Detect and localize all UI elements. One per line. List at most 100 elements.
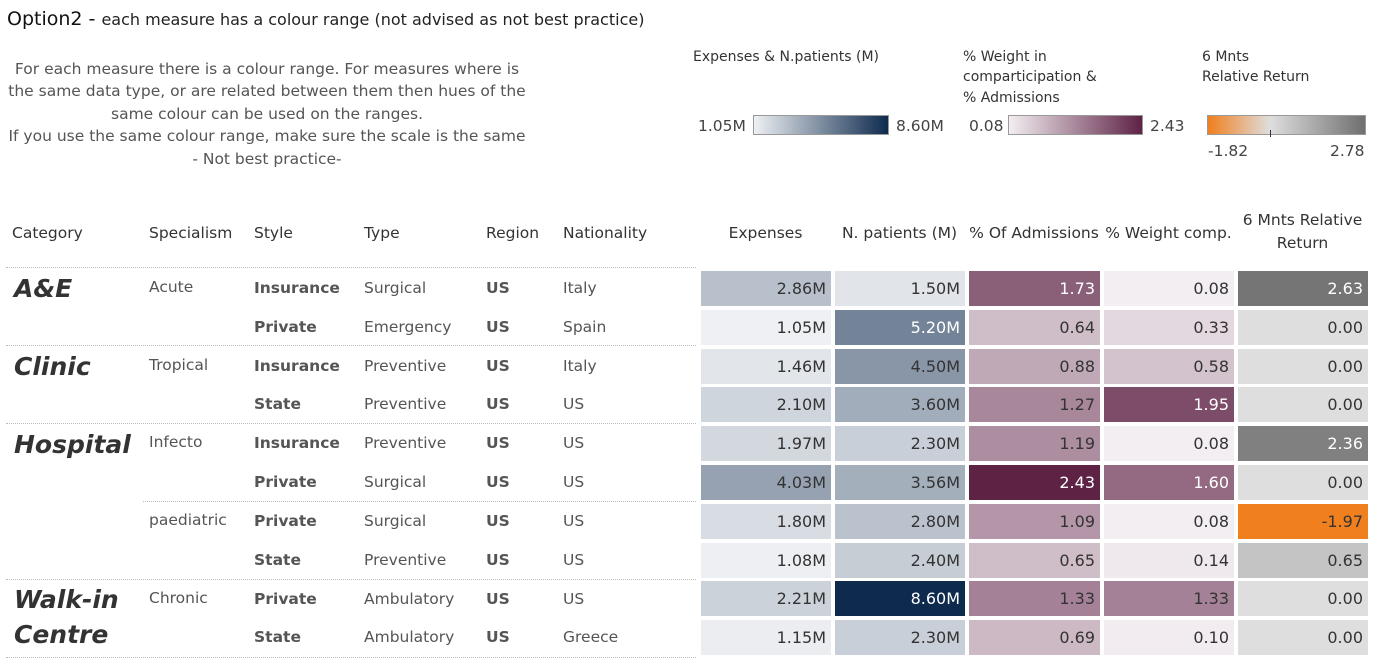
type-cell: Surgical	[364, 279, 427, 297]
expenses-cell: 2.10M	[701, 387, 831, 422]
nationality-cell: US	[563, 512, 585, 530]
specialism-label: Tropical	[149, 356, 209, 374]
header-specialism: Specialism	[149, 224, 233, 242]
weight-cell: 1.33	[1104, 581, 1234, 616]
style-cell: State	[254, 628, 301, 646]
style-cell: Insurance	[254, 357, 340, 375]
header-weight: % Weight comp.	[1105, 224, 1232, 242]
legend-purple-max: 2.43	[1150, 117, 1185, 135]
category-label: Walk-in	[14, 585, 119, 614]
header-nationality: Nationality	[563, 224, 648, 242]
return-cell: 2.63	[1238, 271, 1368, 306]
expenses-cell: 2.86M	[701, 271, 831, 306]
nationality-cell: US	[563, 434, 585, 452]
row-separator	[6, 267, 696, 268]
specialism-label: Chronic	[149, 589, 208, 607]
note-line-2: the same data type, or are related betwe…	[8, 82, 526, 100]
type-cell: Surgical	[364, 473, 427, 491]
legend-purple-title-2: comparticipation &	[963, 69, 1097, 85]
return-cell: 0.00	[1238, 349, 1368, 384]
region-cell: US	[486, 318, 510, 336]
patients-cell: 2.30M	[835, 620, 965, 655]
legend-purple-title-1: % Weight in	[963, 49, 1047, 65]
expenses-cell: 1.05M	[701, 310, 831, 345]
nationality-cell: Spain	[563, 318, 607, 336]
type-cell: Preventive	[364, 357, 447, 375]
nationality-cell: Greece	[563, 628, 619, 646]
category-label: Hospital	[14, 430, 131, 459]
return-cell: 2.36	[1238, 426, 1368, 461]
header-admissions: % Of Admissions	[969, 224, 1099, 242]
header-return-2: Return	[1276, 234, 1329, 252]
patients-cell: 2.40M	[835, 543, 965, 578]
type-cell: Preventive	[364, 551, 447, 569]
expenses-cell: 1.08M	[701, 543, 831, 578]
specialism-label: Acute	[149, 278, 194, 296]
header-style: Style	[254, 224, 293, 242]
legend-purple-gradient	[1008, 115, 1143, 135]
legend-blue-gradient	[753, 115, 889, 135]
note-line-1: For each measure there is a colour range…	[14, 60, 520, 78]
nationality-cell: Italy	[563, 357, 597, 375]
legend-return-title-1: 6 Mnts	[1202, 49, 1250, 65]
return-cell: 0.00	[1238, 581, 1368, 616]
note-line-5: - Not best practice-	[192, 150, 342, 168]
legend-blue-title: Expenses & N.patients (M)	[693, 49, 880, 65]
admissions-cell: 2.43	[969, 465, 1100, 500]
header-category: Category	[12, 224, 83, 242]
patients-cell: 5.20M	[835, 310, 965, 345]
header-type: Type	[364, 224, 400, 242]
nationality-cell: US	[563, 551, 585, 569]
return-cell: 0.00	[1238, 620, 1368, 655]
type-cell: Surgical	[364, 512, 427, 530]
header-patients: N. patients (M)	[841, 224, 958, 242]
legend-return-title-2: Relative Return	[1202, 69, 1310, 85]
expenses-cell: 1.46M	[701, 349, 831, 384]
expenses-cell: 1.80M	[701, 504, 831, 539]
weight-cell: 0.14	[1104, 543, 1234, 578]
admissions-cell: 1.33	[969, 581, 1100, 616]
return-cell: 0.65	[1238, 543, 1368, 578]
legend-blue-min: 1.05M	[698, 117, 746, 135]
region-cell: US	[486, 395, 510, 413]
region-cell: US	[486, 357, 510, 375]
expenses-cell: 2.21M	[701, 581, 831, 616]
expenses-cell: 1.15M	[701, 620, 831, 655]
weight-cell: 0.33	[1104, 310, 1234, 345]
category-label: Clinic	[14, 352, 91, 381]
legend-purple-min: 0.08	[969, 117, 1004, 135]
type-cell: Ambulatory	[364, 590, 455, 608]
admissions-cell: 0.88	[969, 349, 1100, 384]
style-cell: Private	[254, 590, 317, 608]
admissions-cell: 1.27	[969, 387, 1100, 422]
patients-cell: 3.60M	[835, 387, 965, 422]
expenses-cell: 1.97M	[701, 426, 831, 461]
style-cell: State	[254, 395, 301, 413]
row-separator	[6, 657, 696, 658]
return-cell: 0.00	[1238, 310, 1368, 345]
patients-cell: 2.80M	[835, 504, 965, 539]
return-cell: -1.97	[1238, 504, 1368, 539]
nationality-cell: US	[563, 590, 585, 608]
expenses-cell: 4.03M	[701, 465, 831, 500]
return-cell: 0.00	[1238, 465, 1368, 500]
legend-return-gradient	[1207, 115, 1366, 135]
region-cell: US	[486, 628, 510, 646]
title-subtitle: each measure has a colour range (not adv…	[101, 10, 645, 29]
type-cell: Preventive	[364, 395, 447, 413]
region-cell: US	[486, 279, 510, 297]
header-return-1: 6 Mnts Relative	[1242, 211, 1363, 229]
admissions-cell: 0.65	[969, 543, 1100, 578]
type-cell: Emergency	[364, 318, 452, 336]
style-cell: Private	[254, 473, 317, 491]
row-separator	[6, 423, 696, 424]
type-cell: Ambulatory	[364, 628, 455, 646]
row-separator	[143, 501, 696, 502]
weight-cell: 0.08	[1104, 504, 1234, 539]
admissions-cell: 1.73	[969, 271, 1100, 306]
admissions-cell: 0.69	[969, 620, 1100, 655]
weight-cell: 1.95	[1104, 387, 1234, 422]
weight-cell: 0.08	[1104, 271, 1234, 306]
nationality-cell: US	[563, 473, 585, 491]
region-cell: US	[486, 512, 510, 530]
